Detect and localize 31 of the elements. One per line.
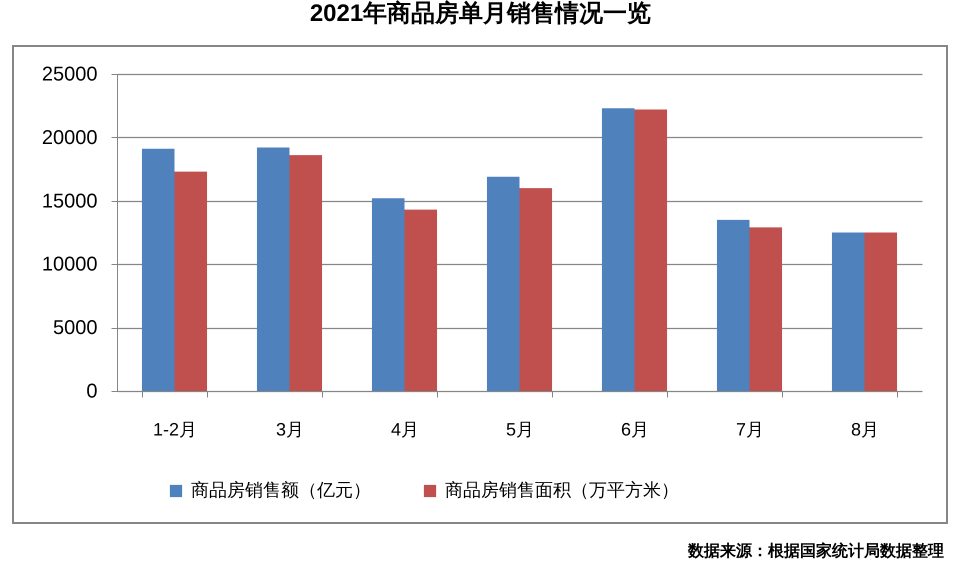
- legend-label: 商品房销售面积（万平方米）: [445, 480, 679, 500]
- bar: [520, 188, 552, 391]
- bar: [750, 227, 782, 391]
- y-tick-label: 20000: [42, 126, 98, 149]
- source-note: 数据来源：根据国家统计局数据整理: [688, 542, 944, 562]
- bar: [174, 172, 208, 391]
- bar: [864, 232, 898, 391]
- y-tick-label: 10000: [42, 254, 98, 276]
- x-tick-label: 4月: [390, 420, 420, 440]
- bar: [404, 210, 438, 391]
- bar: [256, 148, 290, 391]
- x-tick-label: 5月: [506, 420, 534, 440]
- bar: [486, 176, 520, 391]
- y-tick-label: 15000: [42, 190, 98, 212]
- x-tick-label: 8月: [850, 420, 880, 440]
- x-tick-label: 7月: [736, 420, 764, 440]
- bar: [602, 108, 634, 391]
- y-tick-label: 25000: [42, 64, 98, 86]
- x-tick-label: 1-2月: [152, 420, 198, 440]
- chart-title: 2021年商品房单月销售情况一览: [310, 0, 652, 27]
- bar: [142, 148, 174, 391]
- x-tick-label: 6月: [620, 420, 650, 440]
- bar: [372, 198, 404, 391]
- bar: [832, 232, 864, 391]
- bar: [290, 155, 322, 391]
- x-tick-label: 3月: [276, 420, 304, 440]
- y-tick-label: 0: [86, 380, 98, 402]
- bar: [716, 220, 750, 391]
- legend-label: 商品房销售额（亿元）: [191, 480, 371, 500]
- bar: [634, 110, 668, 391]
- y-tick-label: 5000: [53, 317, 98, 340]
